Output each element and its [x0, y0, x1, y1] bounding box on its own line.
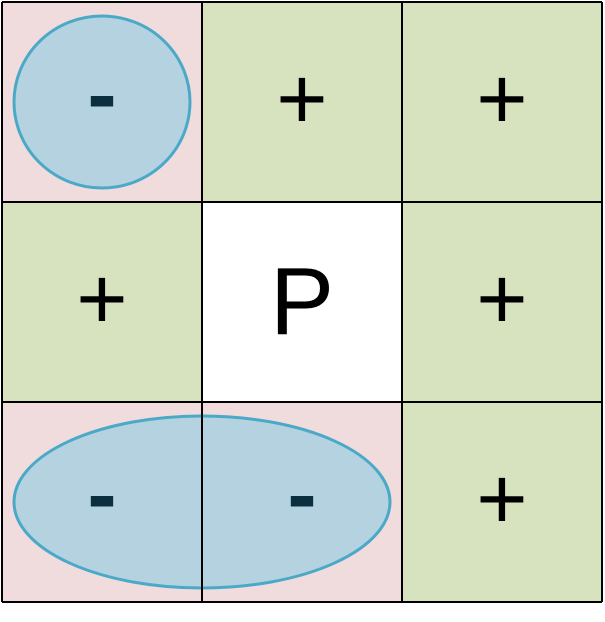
- group-label-minus: -: [87, 444, 116, 543]
- cell-label-p: P: [270, 248, 334, 355]
- cell-label-plus: +: [476, 249, 527, 348]
- cell-r0-c2: [402, 2, 602, 202]
- group-top-left-circle: [12, 14, 192, 190]
- cell-label-plus: +: [276, 49, 327, 148]
- cell-r0-c1: [202, 2, 402, 202]
- group-label-minus: -: [87, 44, 116, 143]
- cell-r1-c1: [202, 202, 402, 402]
- group-label-minus: -: [287, 444, 316, 543]
- cell-r1-c2: [402, 202, 602, 402]
- labels-layer: + + + P + + - - -: [76, 44, 527, 548]
- cell-label-plus: +: [76, 249, 127, 348]
- cell-r2-c2: [402, 402, 602, 602]
- grid-lines-layer: [1, 1, 603, 603]
- cell-r1-c0: [2, 202, 202, 402]
- cell-label-plus: +: [476, 49, 527, 148]
- cell-label-plus: +: [476, 449, 527, 548]
